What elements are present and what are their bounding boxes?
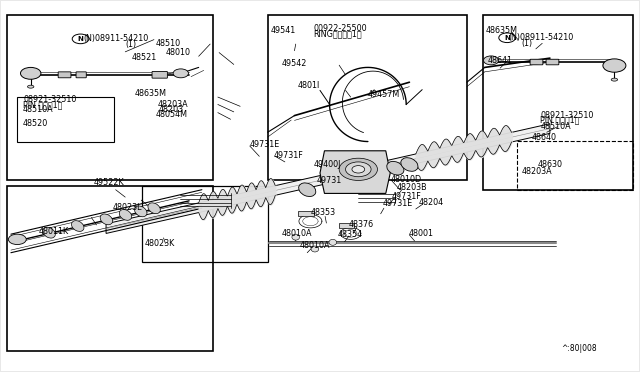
Text: 48641: 48641: [487, 56, 512, 65]
Circle shape: [346, 162, 371, 177]
Ellipse shape: [401, 158, 418, 171]
Text: 08921-32510: 08921-32510: [540, 111, 594, 120]
FancyBboxPatch shape: [76, 72, 86, 78]
Bar: [143, 186, 268, 262]
Ellipse shape: [329, 239, 337, 245]
Text: (1): (1): [521, 39, 532, 48]
Polygon shape: [339, 223, 355, 228]
Text: 49522K: 49522K: [93, 178, 124, 187]
Text: 48010D: 48010D: [390, 175, 421, 184]
Text: 48203A: 48203A: [157, 100, 188, 109]
Circle shape: [352, 166, 365, 173]
Ellipse shape: [134, 206, 147, 217]
Text: 48376: 48376: [349, 221, 374, 230]
Text: 49400J: 49400J: [314, 160, 341, 169]
Text: 49541: 49541: [270, 26, 296, 35]
Polygon shape: [320, 151, 390, 193]
Text: 48054M: 48054M: [156, 110, 188, 119]
Text: 49731E: 49731E: [250, 140, 280, 149]
Ellipse shape: [100, 214, 113, 225]
FancyBboxPatch shape: [546, 59, 559, 65]
Text: 49731F: 49731F: [392, 192, 421, 201]
Ellipse shape: [148, 203, 161, 214]
Ellipse shape: [611, 78, 618, 81]
Text: 49542: 49542: [282, 59, 307, 68]
Text: 48023K: 48023K: [145, 239, 175, 248]
Circle shape: [483, 56, 499, 65]
Text: 49731: 49731: [317, 176, 342, 185]
Text: 48521: 48521: [132, 52, 157, 61]
Text: 48203A: 48203A: [521, 167, 552, 176]
Ellipse shape: [28, 85, 34, 88]
Ellipse shape: [72, 221, 84, 231]
Circle shape: [603, 59, 626, 72]
Text: 48635M: 48635M: [135, 89, 167, 98]
Ellipse shape: [387, 161, 404, 175]
Ellipse shape: [43, 227, 55, 238]
Text: 48640: 48640: [532, 132, 557, 142]
Circle shape: [20, 67, 41, 79]
Bar: [268, 15, 467, 180]
Circle shape: [173, 69, 188, 78]
Text: 48635M: 48635M: [486, 26, 518, 35]
Text: 00922-25500: 00922-25500: [314, 24, 367, 33]
Ellipse shape: [311, 246, 319, 252]
Text: 08921-32510: 08921-32510: [23, 95, 76, 104]
Bar: [17, 97, 115, 142]
Text: 48203B: 48203B: [397, 183, 428, 192]
Text: PIN ピン（1）: PIN ピン（1）: [23, 100, 63, 109]
Bar: [483, 15, 633, 190]
Text: ^:80|008: ^:80|008: [561, 344, 597, 353]
Text: N: N: [504, 35, 510, 41]
Text: 48354: 48354: [338, 230, 363, 240]
Circle shape: [8, 234, 26, 244]
Text: 49457M: 49457M: [368, 90, 400, 99]
Text: 48010A: 48010A: [300, 241, 330, 250]
Text: N: N: [77, 36, 83, 42]
Bar: [7, 186, 212, 351]
Text: 48510A: 48510A: [23, 105, 54, 114]
Ellipse shape: [292, 234, 300, 240]
FancyBboxPatch shape: [530, 59, 543, 65]
Text: 49731F: 49731F: [274, 151, 304, 160]
Circle shape: [339, 158, 378, 180]
Text: (N)08911-54210: (N)08911-54210: [508, 33, 573, 42]
Text: 48001: 48001: [408, 229, 433, 238]
Text: RINGリング（1）: RINGリング（1）: [314, 29, 362, 39]
Text: (N)08911-54210: (N)08911-54210: [84, 34, 149, 44]
Text: 48010: 48010: [166, 48, 191, 57]
Text: 48520: 48520: [23, 119, 48, 128]
Bar: [7, 15, 212, 180]
Text: 4801I: 4801I: [298, 81, 320, 90]
Text: 48353: 48353: [311, 208, 336, 217]
Text: 48630: 48630: [537, 160, 562, 169]
Text: 48023L: 48023L: [113, 203, 142, 212]
Text: 48510: 48510: [156, 39, 180, 48]
Text: 48204: 48204: [419, 198, 444, 207]
Text: PIN ピン（1）: PIN ピン（1）: [540, 116, 580, 125]
Text: 48011K: 48011K: [39, 227, 69, 236]
Text: 48010A: 48010A: [282, 229, 312, 238]
Text: 48203: 48203: [159, 105, 184, 114]
Text: (1): (1): [125, 40, 136, 49]
Bar: [516, 141, 633, 190]
Text: 49731E: 49731E: [383, 199, 413, 208]
FancyBboxPatch shape: [152, 71, 168, 78]
Polygon shape: [106, 124, 550, 234]
Text: 48510A: 48510A: [540, 122, 571, 131]
Ellipse shape: [119, 209, 132, 220]
Ellipse shape: [299, 183, 316, 196]
FancyBboxPatch shape: [58, 72, 71, 78]
Polygon shape: [298, 211, 314, 216]
